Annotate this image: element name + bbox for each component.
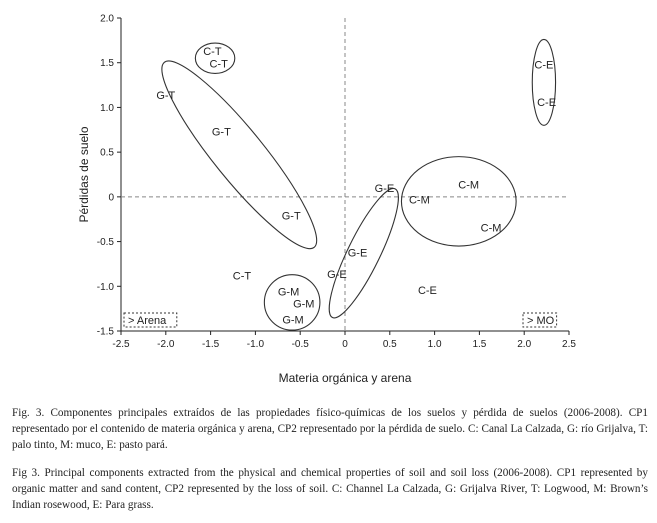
- point-label-g-t: G-T: [282, 211, 301, 223]
- group-ellipse-c-t: [194, 42, 236, 74]
- point-label-c-m: C-M: [409, 195, 430, 207]
- group-ellipse-g-t: [161, 60, 318, 250]
- x-tick-label: -2.0: [157, 339, 175, 350]
- figure-caption-spanish: Fig. 3. Componentes principales extraído…: [12, 407, 648, 451]
- corner-label-mo: > MO: [527, 315, 555, 327]
- corner-label-arena-box: [123, 312, 178, 328]
- group-ellipse-g-e: [328, 187, 399, 319]
- y-tick-label: 2.0: [100, 14, 114, 25]
- x-tick-label: 1.5: [472, 339, 486, 350]
- point-label-c-t: C-T: [233, 271, 252, 283]
- pca-biplot-svg: -2.5 -2.0 -1.5 -1.0 -0.5 0 0.5 1.0 1.5 2.0 2.5 2.0 1…: [77, 14, 576, 386]
- y-tick-label: 0.5: [100, 148, 114, 159]
- point-label-g-m: G-M: [278, 287, 299, 299]
- corner-label-mo-box: [522, 312, 558, 328]
- pca-biplot: -2.5 -2.0 -1.5 -1.0 -0.5 0 0.5 1.0 1.5 2.0 2.5 2.0 1…: [77, 14, 576, 386]
- point-label-g-t: G-T: [212, 127, 231, 139]
- x-tick-label: 2.0: [517, 339, 531, 350]
- y-tick-label: -0.5: [97, 237, 115, 248]
- point-label-g-t: G-T: [156, 90, 175, 102]
- y-tick-label: 1.0: [100, 103, 114, 114]
- point-label-c-e: C-E: [418, 285, 437, 297]
- y-tick-label: -1.0: [97, 282, 115, 293]
- y-tick-label: -1.5: [97, 327, 115, 338]
- x-tick-label: 2.5: [562, 339, 576, 350]
- point-label-c-e: C-E: [534, 60, 553, 72]
- x-tick-label: 0.5: [383, 339, 397, 350]
- corner-label-arena: > Arena: [128, 315, 167, 327]
- x-tick-label: -2.5: [112, 339, 130, 350]
- group-ellipse-c-m: [400, 156, 517, 247]
- x-tick-label: -0.5: [292, 339, 310, 350]
- point-label-c-m: C-M: [481, 222, 502, 234]
- point-label-c-t: C-T: [203, 46, 222, 58]
- figure-caption-english: Fig 3. Principal components extracted fr…: [12, 467, 648, 511]
- x-tick-label: 0: [342, 339, 348, 350]
- point-label-g-e: G-E: [327, 269, 347, 281]
- point-label-g-e: G-E: [348, 247, 368, 259]
- point-label-c-e: C-E: [537, 97, 556, 109]
- x-axis-title: Materia orgánica y arena: [279, 371, 412, 385]
- point-label-g-m: G-M: [293, 298, 314, 310]
- point-label-g-e: G-E: [375, 183, 395, 195]
- point-label-c-m: C-M: [458, 179, 479, 191]
- y-axis-title: Pérdidas de suelo: [77, 126, 91, 222]
- y-tick-label: 0: [108, 192, 114, 203]
- x-tick-label: 1.0: [428, 339, 442, 350]
- point-label-c-t: C-T: [209, 59, 228, 71]
- group-ellipse-g-m: [263, 274, 321, 331]
- x-tick-label: -1.5: [202, 339, 220, 350]
- group-ellipse-c-e: [531, 38, 557, 126]
- y-tick-label: 1.5: [100, 58, 114, 69]
- x-tick-label: -1.0: [247, 339, 265, 350]
- point-label-g-m: G-M: [282, 314, 303, 326]
